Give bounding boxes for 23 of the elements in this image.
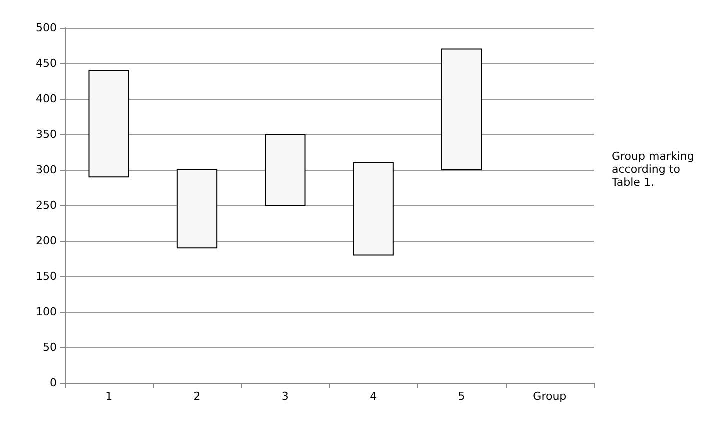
y-tick-label: 350 [36, 128, 57, 141]
x-tick-label: 5 [458, 390, 466, 403]
x-tick-label: 1 [106, 390, 113, 403]
y-tick-label: 50 [43, 341, 57, 354]
bar [441, 48, 482, 170]
y-tick-label: 500 [36, 22, 57, 34]
x-tick-label: Group [533, 390, 567, 403]
bar [353, 162, 394, 256]
y-tick-label: 400 [36, 92, 57, 106]
bar [265, 134, 306, 206]
x-tick-label: 4 [370, 390, 378, 403]
y-tick-label: 200 [36, 234, 57, 248]
y-tick-label: 300 [36, 164, 57, 176]
y-tick-label: 150 [36, 270, 57, 283]
x-tick-label: 2 [194, 390, 201, 403]
bar [176, 170, 218, 249]
y-tick-label: 0 [50, 376, 57, 390]
x-tick-label: 3 [282, 390, 289, 403]
y-tick-label: 250 [36, 199, 57, 212]
text: Group marking according to Table 1. [611, 150, 698, 189]
y-tick-label: 450 [36, 57, 57, 70]
y-tick-label: 100 [36, 306, 57, 318]
bar [88, 70, 130, 178]
